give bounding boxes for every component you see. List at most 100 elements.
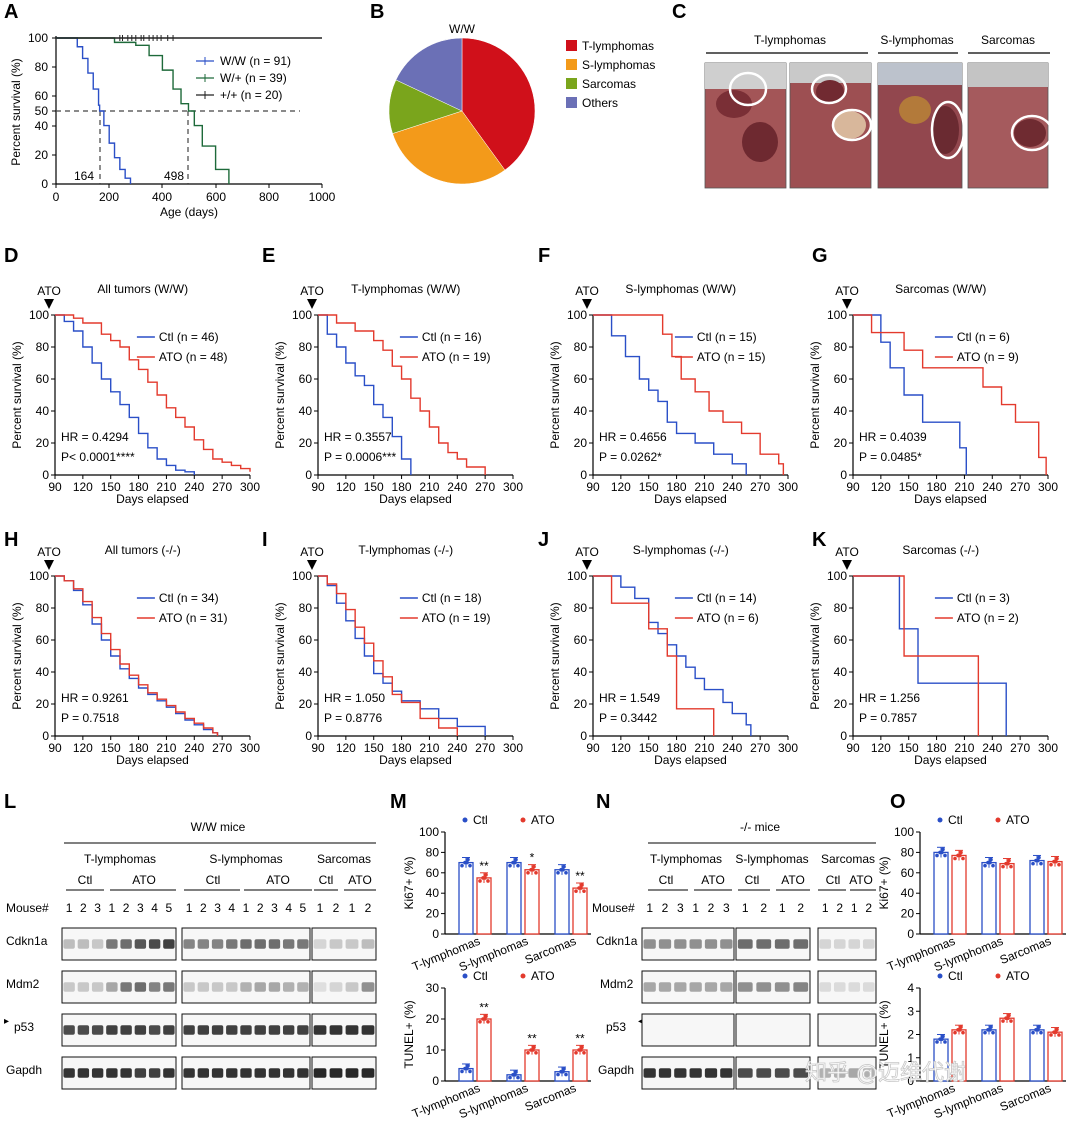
ytick-label: 60 [36, 633, 50, 647]
blot-band [226, 939, 238, 949]
mouse-number: 2 [333, 901, 340, 915]
significance-mark: ** [479, 1000, 489, 1014]
ytick-label: 0 [580, 468, 587, 482]
x-axis-label: Days elapsed [654, 492, 727, 506]
data-point [564, 871, 568, 875]
mouse-number: 1 [317, 901, 324, 915]
panel-label-k: K [812, 529, 827, 551]
blot-treat: ATO [781, 873, 805, 887]
mouse-photo-1 [704, 62, 787, 189]
blot-band [345, 982, 359, 992]
legend-label-ato: ATO (n = 48) [159, 350, 228, 364]
ytick-label: 10 [426, 1043, 440, 1057]
blot-band [833, 1068, 846, 1078]
pie-title: W/W [449, 22, 476, 36]
data-point [478, 1019, 482, 1024]
category-label: Sarcomas [998, 934, 1053, 967]
legend-label-ato: ATO (n = 9) [957, 350, 1019, 364]
blot-row-cdkn1a: Cdkn1a [596, 934, 638, 948]
ytick-label: 60 [299, 633, 313, 647]
ytick-label: 3 [907, 1004, 914, 1018]
xtick-label: 90 [846, 480, 860, 494]
data-point [1055, 1027, 1059, 1032]
xtick-label: 180 [667, 741, 687, 755]
blot-treat: ATO [266, 873, 290, 887]
km-title: S-lymphomas (W/W) [625, 282, 736, 296]
xtick-label: 120 [73, 741, 93, 755]
legend-dot-ato [520, 973, 526, 979]
data-point [582, 889, 586, 893]
blot-band [163, 939, 175, 949]
xtick-label: 300 [503, 741, 523, 755]
p-value: P< 0.0001**** [61, 450, 135, 464]
bar-ctl [1029, 859, 1045, 935]
ki-axis-label: Ki67+ (%) [877, 856, 891, 909]
data-point [1037, 1025, 1041, 1029]
km-title: All tumors (W/W) [97, 282, 188, 296]
xtick-label: 120 [871, 480, 891, 494]
blot-band [268, 939, 281, 949]
data-point [1054, 859, 1058, 864]
legend-sarcomas: Sarcomas [582, 77, 636, 91]
legend-dot-ato [520, 817, 526, 823]
panel-label-i: I [262, 529, 268, 551]
ato-start-arrow-icon [842, 560, 852, 570]
ytick-label: 80 [426, 845, 440, 859]
data-point [465, 1066, 469, 1071]
blot-band [183, 1025, 195, 1035]
ytick-label: 30 [426, 981, 440, 995]
blot-band [134, 982, 147, 992]
blot-band [226, 1068, 238, 1078]
data-point [513, 1073, 517, 1077]
blot-band [774, 939, 790, 949]
mouse-number: 4 [285, 901, 292, 915]
data-point [561, 1069, 565, 1074]
legend-ctl: Ctl [948, 969, 963, 983]
ytick-label: 0 [41, 177, 48, 191]
ato-start-label: ATO [37, 545, 61, 559]
blot-group-t-lymphomas: T-lymphomas [650, 852, 722, 866]
ytick-label: 0 [42, 468, 49, 482]
y-axis-label: Percent survival (%) [273, 341, 287, 448]
xtick-label: 300 [1038, 741, 1058, 755]
mouse-photo-4 [967, 62, 1054, 189]
mouse-number: 1 [779, 901, 786, 915]
blot-band [63, 1068, 75, 1078]
legend-label-ato: ATO (n = 15) [697, 350, 766, 364]
blot-box-cdkn1a [311, 927, 377, 961]
data-point [1006, 861, 1010, 866]
ytick-label: 40 [834, 665, 848, 679]
xtick-label: 270 [750, 741, 770, 755]
blot-band [329, 982, 343, 992]
legend-others: Others [582, 96, 618, 110]
blot-band [120, 939, 132, 949]
blot-band [720, 982, 733, 992]
blot-band [148, 1025, 161, 1035]
legend-label-ato: ATO (n = 31) [159, 611, 228, 625]
data-point [1039, 861, 1043, 866]
blot-band [77, 1025, 90, 1035]
blot-band [148, 982, 161, 992]
mouse-number: 2 [257, 901, 264, 915]
bar-ato [476, 1018, 492, 1082]
p-value: P = 0.0485* [859, 450, 922, 464]
blot-band [148, 939, 161, 949]
panel-label-h: H [4, 529, 18, 551]
xtick-label: 270 [750, 480, 770, 494]
xtick-label: 120 [611, 741, 631, 755]
xtick-label: 210 [156, 480, 176, 494]
xtick-label: 240 [184, 741, 204, 755]
legend-label-ctl: Ctl (n = 3) [957, 591, 1010, 605]
blot-band [774, 982, 790, 992]
data-point [1057, 1033, 1061, 1037]
blot-box-p53 [735, 1013, 811, 1047]
blot-band [163, 1025, 175, 1035]
ytick-label: 100 [567, 308, 587, 322]
blot-band [268, 982, 281, 992]
xtick-label: 180 [129, 741, 149, 755]
blot-row-gapdh: Gapdh [598, 1063, 634, 1077]
data-point [556, 1072, 560, 1077]
legend-wplus: W/+ (n = 39) [220, 71, 287, 85]
blot-band [704, 982, 718, 992]
